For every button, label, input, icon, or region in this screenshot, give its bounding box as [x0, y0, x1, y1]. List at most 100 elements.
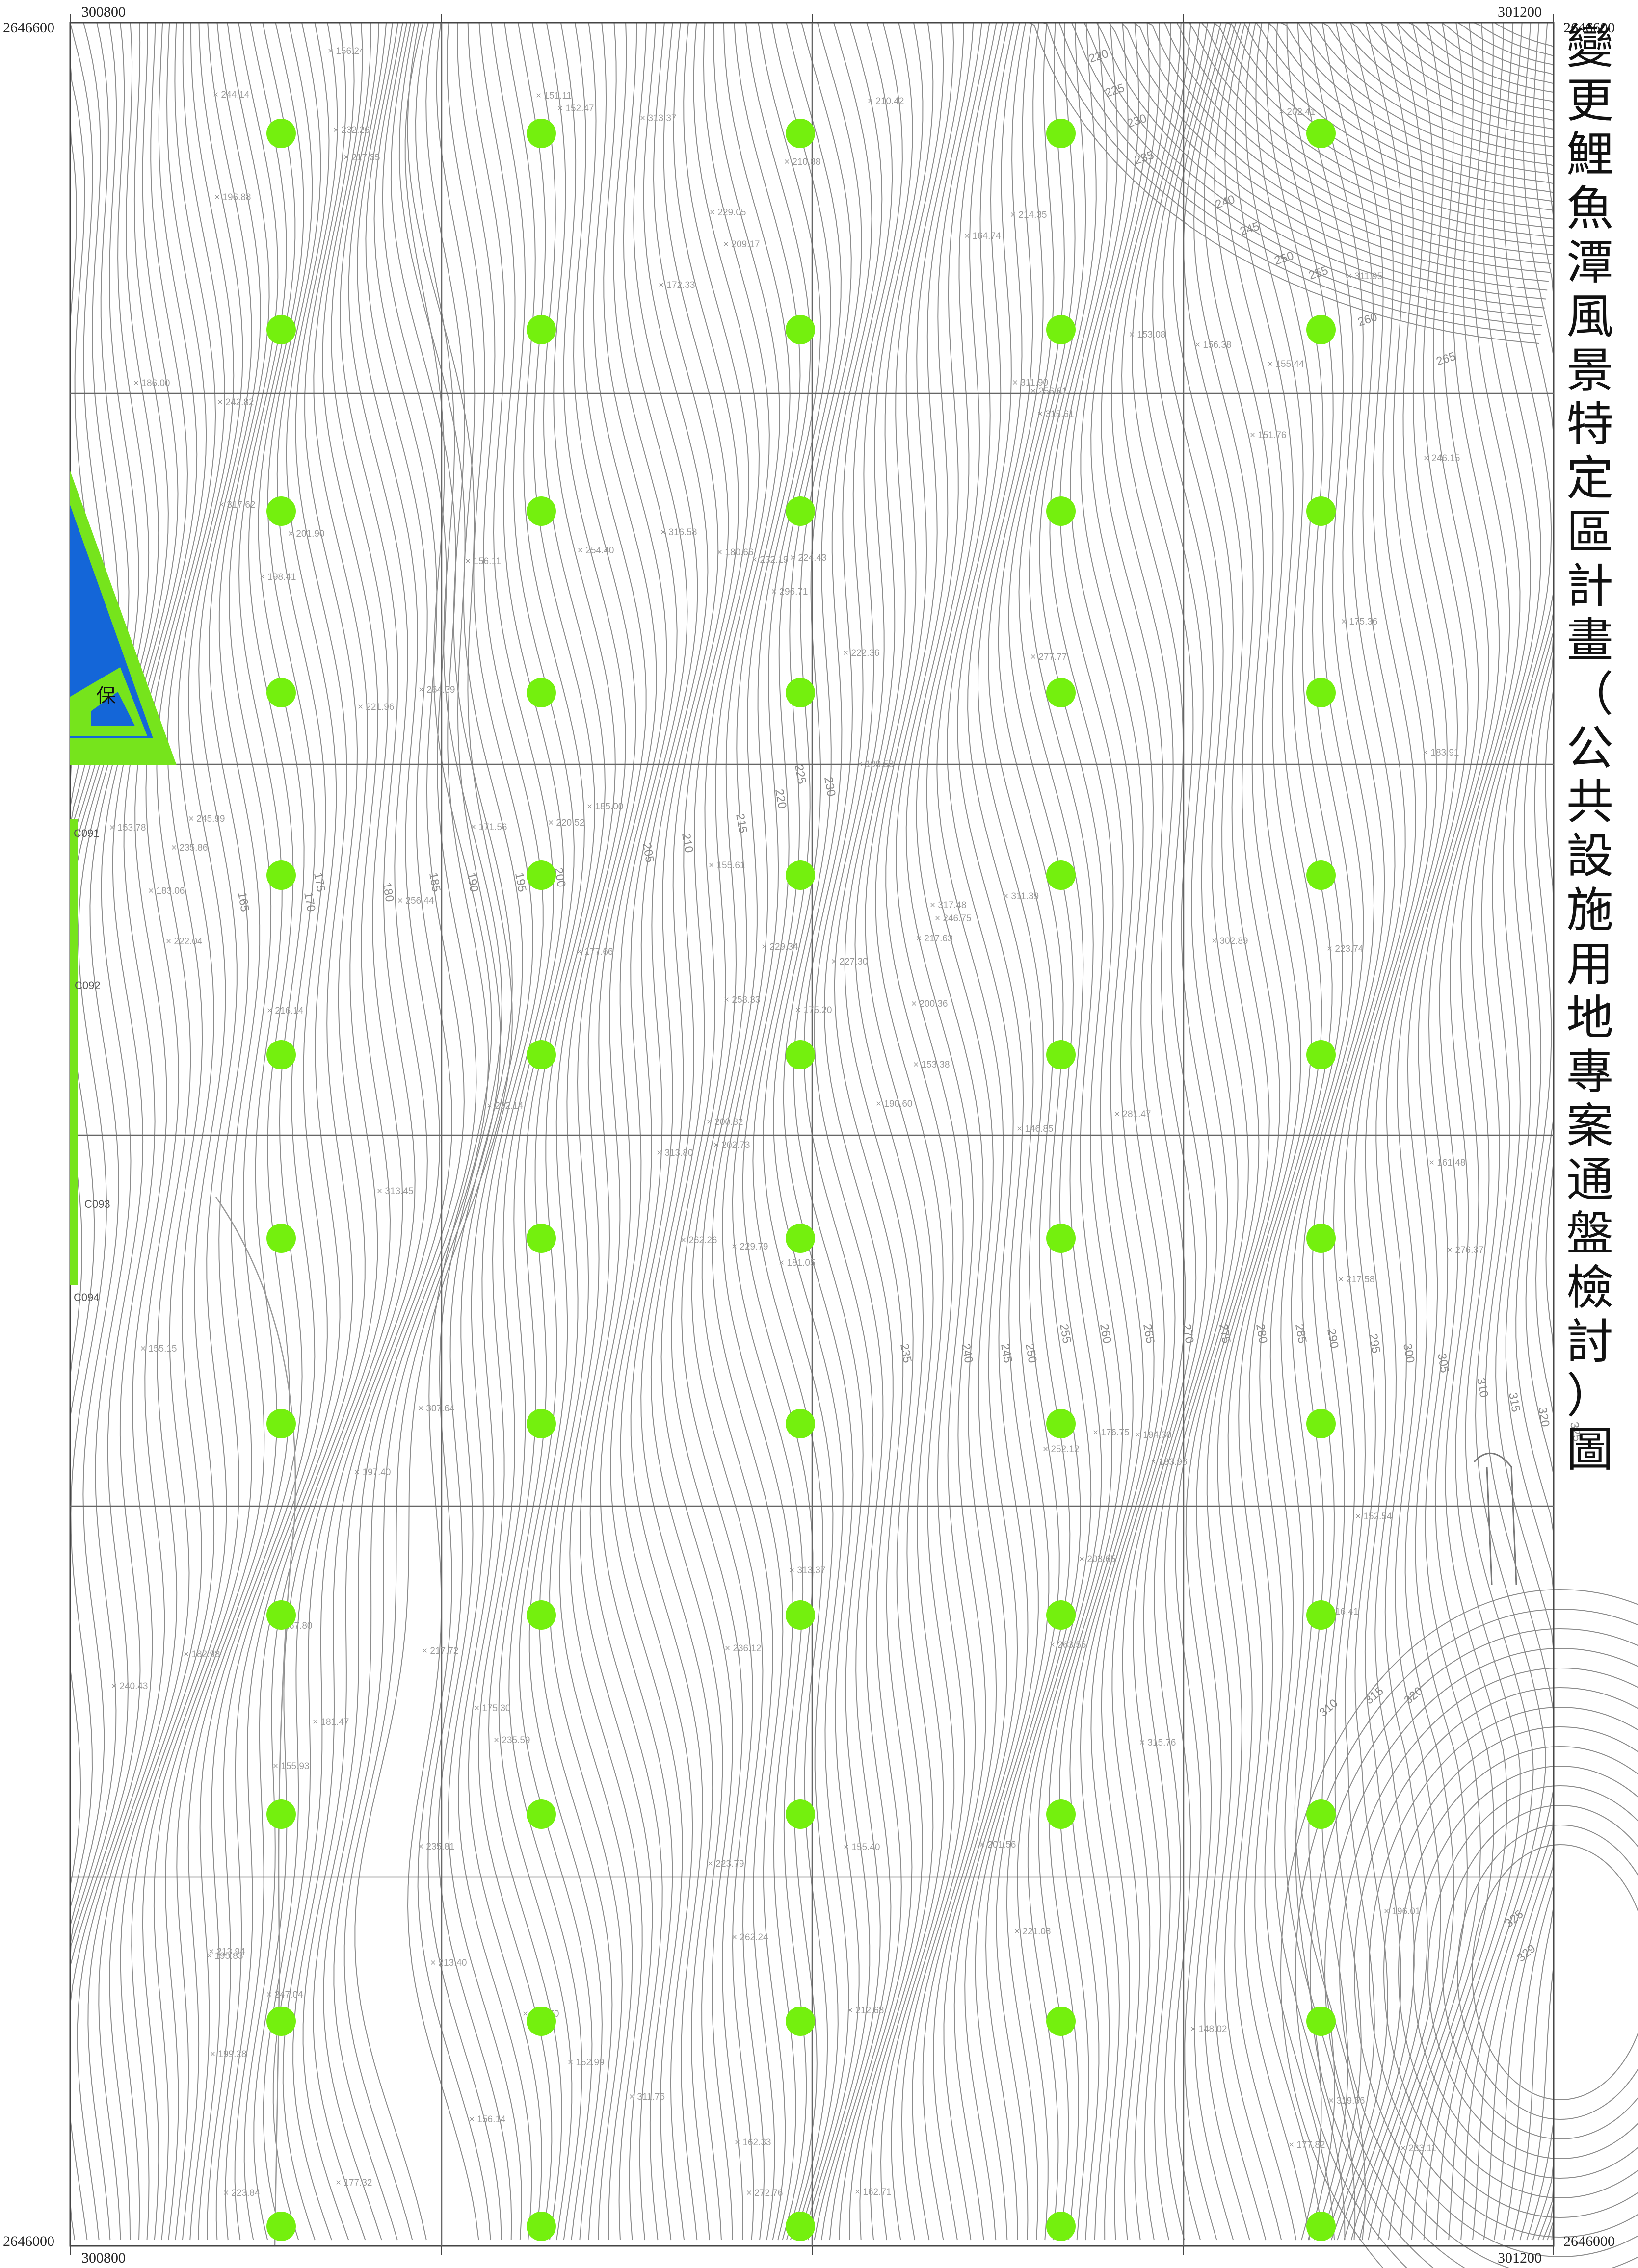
contour-value-label: 300 — [1400, 1342, 1417, 1364]
survey-marker-dot — [266, 1799, 296, 1829]
contour-line — [814, 22, 903, 2241]
elevation-point-label: × 196.88 — [214, 192, 251, 203]
elevation-point-label: × 202.41 — [1279, 107, 1316, 117]
elevation-point-label: × 216.14 — [267, 1006, 304, 1016]
elevation-point-label: × 311.76 — [629, 2092, 665, 2102]
contour-line — [354, 22, 513, 2241]
elevation-point-label: × 162.71 — [855, 2187, 892, 2197]
elevation-point-label: × 235.59 — [494, 1735, 530, 1746]
contour-line — [712, 22, 801, 2241]
survey-marker-dot — [1306, 1040, 1336, 1069]
conservation-zone — [70, 471, 177, 1285]
contour-line — [1353, 22, 1554, 113]
elevation-point-label: × 217.35 — [343, 153, 380, 163]
survey-marker-dot — [1046, 2007, 1076, 2036]
survey-marker-dot — [1306, 1799, 1336, 1829]
contour-line — [1008, 22, 1092, 2241]
contour-line — [234, 22, 366, 2241]
contour-line — [1309, 22, 1396, 2241]
map-grid — [69, 14, 1555, 2255]
zone-inner-blue — [91, 692, 135, 726]
elevation-point-label: × 262.26 — [681, 1235, 717, 1246]
contour-value-label: 325 — [1503, 1907, 1526, 1930]
elevation-point-label: × 164.74 — [964, 231, 1001, 241]
survey-marker-dot — [1306, 860, 1336, 890]
survey-marker-dot — [1046, 678, 1076, 707]
contour-line — [824, 22, 913, 2241]
contour-line — [498, 22, 585, 2241]
contour-line — [225, 22, 353, 2241]
contour-line — [197, 22, 316, 2241]
survey-marker-dot — [266, 1409, 296, 1438]
elevation-point-label: × 256.44 — [397, 896, 434, 906]
elevation-point-label: × 153.08 — [1129, 330, 1166, 340]
elevation-point-label: × 151.76 — [1250, 430, 1287, 441]
contour-line — [1411, 22, 1521, 2241]
contour-line — [215, 22, 341, 2241]
elevation-point-label: × 217.58 — [1338, 1275, 1375, 1285]
elevation-point-label: × 224.43 — [790, 553, 827, 563]
survey-marker-dot — [266, 678, 296, 707]
contour-value-label: 275 — [1216, 1323, 1233, 1344]
elevation-point-label: × 180.66 — [717, 547, 754, 558]
contour-line — [1423, 22, 1531, 2241]
elevation-point-label: × 161.48 — [1429, 1158, 1466, 1168]
survey-marker-dot — [786, 1040, 815, 1069]
elevation-point-label: × 190.58 — [857, 759, 894, 770]
contour-line — [182, 22, 296, 2241]
elevation-point-label: × 221.96 — [358, 702, 395, 712]
elevation-point-label: × 151.11 — [536, 91, 572, 101]
elevation-point-label: × 155.15 — [140, 1344, 177, 1354]
contour-line — [1049, 22, 1134, 2241]
elevation-point-label: × 246.75 — [935, 913, 972, 924]
survey-marker-dot — [1306, 1600, 1336, 1630]
coord-left-bottom-y: 2646000 — [3, 2233, 54, 2249]
contour-line — [164, 22, 279, 2241]
survey-marker-dot — [527, 2007, 556, 2036]
contour-line — [549, 22, 636, 2241]
elevation-point-label: × 156.38 — [1195, 340, 1232, 350]
contour-value-label: 265 — [1435, 350, 1457, 368]
elevation-point-label: × 213.94 — [209, 1947, 245, 1957]
contour-line — [1388, 22, 1500, 2241]
contour-line — [1188, 22, 1554, 229]
contour-value-label: 290 — [1324, 1328, 1341, 1349]
contour-line — [1457, 1825, 1638, 2120]
elevation-point-label: × 311.90 — [1012, 378, 1048, 388]
contour-value-label: 205 — [640, 842, 657, 863]
contour-line — [70, 22, 150, 2240]
elevation-point-label: × 315.61 — [1037, 409, 1074, 419]
title-char: ） — [1566, 1368, 1613, 1423]
elevation-point-label: × 302.89 — [1212, 936, 1248, 946]
elevation-point-label: × 175.20 — [795, 1005, 832, 1016]
contour-line — [131, 22, 252, 2241]
contour-line — [1295, 1609, 1638, 2268]
survey-marker-dot — [1046, 860, 1076, 890]
contour-value-label: 260 — [1356, 311, 1379, 329]
title-char: 魚 — [1566, 181, 1613, 236]
elevation-point-label: × 203.65 — [1079, 1554, 1116, 1564]
contour-value-label: 190 — [464, 871, 481, 893]
point-code-3: C093 — [84, 1198, 110, 1210]
contour-line — [70, 22, 159, 2240]
contour-line — [70, 22, 198, 2241]
survey-marker-dot — [1046, 119, 1076, 148]
contour-line — [70, 22, 179, 2240]
elevation-point-label: × 198.41 — [260, 572, 296, 582]
title-char: 特 — [1566, 397, 1613, 452]
contour-line — [987, 22, 1071, 2241]
contour-value-label: 285 — [1293, 1323, 1309, 1344]
elevation-point-label: × 232.26 — [333, 125, 370, 135]
contour-line — [404, 22, 492, 2241]
contour-line — [1280, 1589, 1638, 2268]
title-char: 用 — [1566, 937, 1613, 991]
contour-line — [1245, 22, 1335, 2241]
title-char: 鯉 — [1566, 127, 1613, 182]
contour-line — [1111, 22, 1197, 2241]
survey-marker-dot — [786, 1224, 815, 1253]
survey-marker-dot — [1046, 1224, 1076, 1253]
zone-left-strip — [70, 819, 78, 1285]
contour-line — [752, 22, 842, 2241]
elevation-point-label: × 313.37 — [640, 113, 677, 124]
elevation-point-label: × 229.79 — [732, 1242, 768, 1252]
